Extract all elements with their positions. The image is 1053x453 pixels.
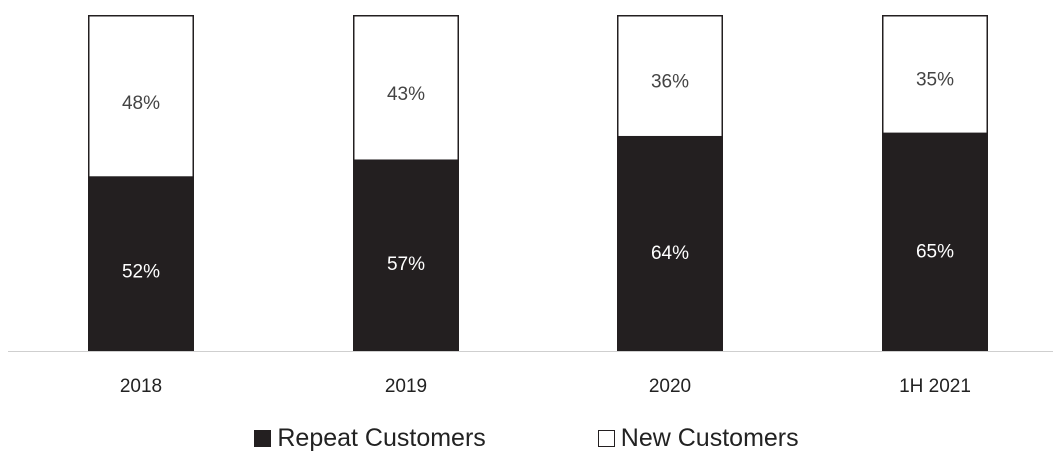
bar-repeat-customers	[353, 159, 459, 351]
data-label-repeat: 64%	[651, 243, 689, 264]
chart-legend: Repeat Customers New Customers	[0, 424, 1053, 453]
bar-repeat-customers	[617, 135, 723, 351]
data-label-new: 35%	[916, 70, 954, 91]
data-label-repeat: 65%	[916, 242, 954, 263]
x-tick-label: 2019	[385, 376, 427, 397]
legend-item-repeat-customers: Repeat Customers	[254, 424, 486, 453]
legend-label-repeat: Repeat Customers	[277, 424, 486, 452]
legend-swatch-new	[597, 430, 615, 447]
bar-new-customers	[88, 15, 194, 178]
x-tick-label: 2020	[649, 376, 691, 397]
bar-new-customers	[353, 15, 459, 161]
data-label-new: 36%	[651, 71, 689, 92]
data-label-new: 43%	[387, 84, 425, 105]
data-label-new: 48%	[122, 93, 160, 114]
data-label-repeat: 57%	[387, 254, 425, 275]
legend-label-new: New Customers	[620, 424, 799, 452]
x-tick-label: 2018	[120, 376, 162, 397]
legend-item-new-customers: New Customers	[597, 424, 799, 453]
bar-repeat-customers	[882, 132, 988, 351]
bar-new-customers	[882, 15, 988, 135]
x-tick-label: 1H 2021	[899, 376, 971, 397]
legend-swatch-repeat	[254, 430, 272, 447]
bar-new-customers	[617, 15, 723, 138]
bar-repeat-customers	[88, 176, 194, 351]
data-label-repeat: 52%	[122, 262, 160, 283]
